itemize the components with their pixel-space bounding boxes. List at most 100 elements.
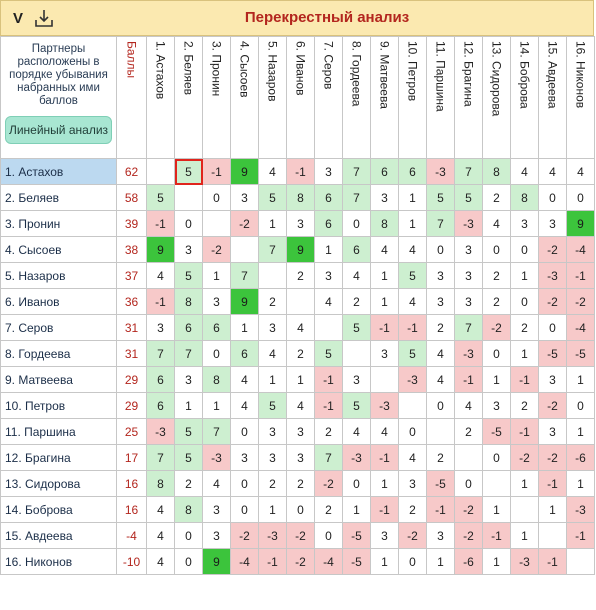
score-cell[interactable]: 7 — [342, 184, 371, 211]
score-cell[interactable]: 3 — [230, 184, 259, 211]
score-cell[interactable]: -3 — [454, 340, 483, 367]
score-cell[interactable]: 0 — [230, 418, 259, 445]
score-cell[interactable]: -6 — [566, 444, 595, 471]
score-cell[interactable]: 1 — [370, 548, 399, 575]
score-cell[interactable]: 6 — [146, 392, 175, 419]
score-cell[interactable]: 7 — [426, 210, 455, 237]
score-cell[interactable]: 2 — [314, 496, 343, 523]
table-row[interactable]: 3. Пронин 39 -1 0 -2 1 3 6 0 8 1 7 -3 4 3 3 9 — [0, 210, 595, 237]
score-cell[interactable]: 5 — [342, 392, 371, 419]
score-cell[interactable]: 4 — [146, 262, 175, 289]
score-cell[interactable]: -2 — [538, 444, 567, 471]
score-cell[interactable]: -1 — [370, 444, 399, 471]
score-cell[interactable]: 3 — [342, 366, 371, 393]
score-cell[interactable]: 4 — [566, 158, 595, 185]
score-cell[interactable]: 2 — [286, 470, 315, 497]
score-cell[interactable]: 9 — [566, 210, 595, 237]
score-cell[interactable]: 3 — [258, 418, 287, 445]
score-cell[interactable]: -1 — [482, 522, 511, 549]
table-row[interactable]: 11. Паршина 25 -3 5 7 0 3 3 2 4 4 0 2 -5 -1 3 1 — [0, 418, 595, 445]
score-cell[interactable]: -3 — [258, 522, 287, 549]
table-row[interactable]: 9. Матвеева 29 6 3 8 4 1 1 -1 3 -3 4 -1 1 -1 3 1 — [0, 366, 595, 393]
score-cell[interactable]: 3 — [426, 288, 455, 315]
score-cell[interactable]: -3 — [398, 366, 427, 393]
score-cell[interactable]: -2 — [538, 236, 567, 263]
score-cell[interactable]: 0 — [202, 184, 231, 211]
score-cell[interactable]: 3 — [398, 470, 427, 497]
score-cell[interactable]: 8 — [286, 184, 315, 211]
score-cell[interactable] — [174, 184, 203, 211]
score-cell[interactable]: 7 — [174, 340, 203, 367]
score-cell[interactable]: 7 — [146, 340, 175, 367]
score-cell[interactable]: -2 — [286, 548, 315, 575]
score-cell[interactable]: 1 — [370, 470, 399, 497]
score-cell[interactable]: 3 — [370, 522, 399, 549]
score-cell[interactable]: -3 — [342, 444, 371, 471]
score-cell[interactable]: -6 — [454, 548, 483, 575]
score-cell[interactable]: 0 — [230, 470, 259, 497]
score-cell[interactable]: 3 — [174, 236, 203, 263]
partner-name[interactable]: 16. Никонов — [0, 548, 117, 575]
score-cell[interactable]: 5 — [426, 184, 455, 211]
score-cell[interactable]: -1 — [538, 470, 567, 497]
score-cell[interactable]: 7 — [342, 158, 371, 185]
score-cell[interactable]: 3 — [286, 418, 315, 445]
score-cell[interactable]: 0 — [314, 522, 343, 549]
score-cell[interactable]: 4 — [370, 418, 399, 445]
score-cell[interactable]: 2 — [426, 444, 455, 471]
score-cell[interactable]: -4 — [230, 548, 259, 575]
score-cell[interactable]: 2 — [482, 262, 511, 289]
score-cell[interactable]: 3 — [202, 288, 231, 315]
partner-name[interactable]: 7. Серов — [0, 314, 117, 341]
score-cell[interactable]: -2 — [510, 444, 539, 471]
score-cell[interactable]: 4 — [342, 262, 371, 289]
score-cell[interactable]: 1 — [510, 470, 539, 497]
score-cell[interactable] — [286, 288, 315, 315]
score-cell[interactable]: 3 — [538, 210, 567, 237]
score-cell[interactable]: 5 — [174, 444, 203, 471]
partner-name[interactable]: 9. Матвеева — [0, 366, 117, 393]
score-cell[interactable]: 6 — [174, 314, 203, 341]
score-cell[interactable]: 4 — [146, 522, 175, 549]
score-cell[interactable]: 3 — [202, 522, 231, 549]
score-cell[interactable]: 0 — [286, 496, 315, 523]
score-cell[interactable]: 4 — [398, 236, 427, 263]
score-cell[interactable]: 1 — [482, 366, 511, 393]
score-cell[interactable]: 6 — [146, 366, 175, 393]
score-cell[interactable]: 1 — [370, 262, 399, 289]
score-cell[interactable]: 3 — [286, 210, 315, 237]
score-cell[interactable]: 2 — [258, 288, 287, 315]
score-cell[interactable]: 5 — [398, 262, 427, 289]
table-row[interactable]: 2. Беляев 58 5 0 3 5 8 6 7 3 1 5 5 2 8 0 0 — [0, 184, 595, 211]
score-cell[interactable]: 1 — [510, 522, 539, 549]
score-cell[interactable]: 0 — [426, 236, 455, 263]
score-cell[interactable]: -1 — [370, 496, 399, 523]
score-cell[interactable]: -1 — [202, 158, 231, 185]
score-cell[interactable]: 0 — [174, 522, 203, 549]
score-cell[interactable]: 0 — [482, 236, 511, 263]
score-cell[interactable]: 7 — [202, 418, 231, 445]
score-cell[interactable] — [258, 262, 287, 289]
score-cell[interactable]: 3 — [370, 340, 399, 367]
score-cell[interactable]: -3 — [566, 496, 595, 523]
score-cell[interactable]: 3 — [202, 496, 231, 523]
partner-name[interactable]: 6. Иванов — [0, 288, 117, 315]
score-cell[interactable]: -5 — [342, 522, 371, 549]
score-cell[interactable]: 3 — [258, 314, 287, 341]
score-cell[interactable]: 5 — [342, 314, 371, 341]
score-cell[interactable]: 8 — [510, 184, 539, 211]
score-cell[interactable]: -1 — [566, 262, 595, 289]
score-cell[interactable]: 0 — [202, 340, 231, 367]
score-cell[interactable]: 4 — [482, 210, 511, 237]
score-cell[interactable]: 2 — [258, 470, 287, 497]
score-cell[interactable]: -3 — [510, 548, 539, 575]
score-cell[interactable]: 9 — [146, 236, 175, 263]
table-row[interactable]: 1. Астахов 62 5 -1 9 4 -1 3 7 6 6 -3 7 8 4 4 4 — [0, 158, 595, 185]
partner-name[interactable]: 15. Авдеева — [0, 522, 117, 549]
partner-name[interactable]: 4. Сысоев — [0, 236, 117, 263]
score-cell[interactable]: 8 — [370, 210, 399, 237]
score-cell[interactable]: 0 — [566, 392, 595, 419]
score-cell[interactable]: 3 — [538, 418, 567, 445]
score-cell[interactable]: 9 — [202, 548, 231, 575]
score-cell[interactable]: 3 — [258, 444, 287, 471]
